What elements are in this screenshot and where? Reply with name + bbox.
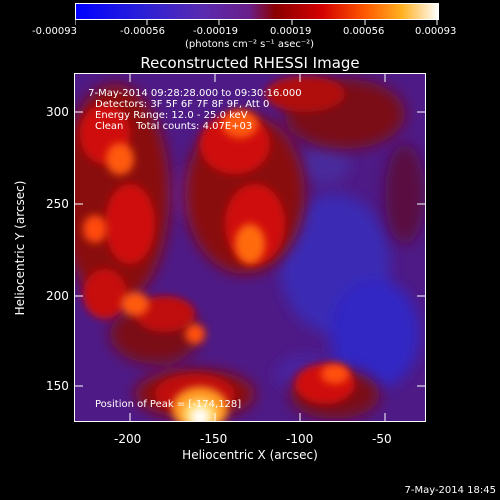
colorbar-tick-label: -0.00056 [120, 26, 165, 37]
y-tick-label: 300 [46, 105, 69, 119]
x-axis-label: Heliocentric X (arcsec) [182, 448, 318, 462]
colorbar-gradient [76, 4, 438, 19]
x-tick-label: -150 [200, 432, 228, 446]
x-tick-label: -100 [286, 432, 314, 446]
y-tick-label: 250 [46, 197, 69, 211]
colorbar-tick-label: -0.00019 [193, 26, 238, 37]
rhessi-heatmap [75, 74, 425, 421]
x-tick-label: -50 [372, 432, 392, 446]
colorbar-tick-label: 0.00093 [415, 26, 457, 37]
rhessi-image [74, 73, 426, 422]
info-line-energy: Energy Range: 12.0 - 25.0 keV [95, 110, 248, 121]
peak-position-label: Position of Peak = [-174,128] [95, 399, 242, 410]
y-tick-label: 200 [46, 289, 69, 303]
info-line-detectors: Detectors: 3F 5F 6F 7F 8F 9F, Att 0 [95, 99, 270, 110]
info-line-clean: Clean Total counts: 4.07E+03 [95, 121, 253, 132]
info-line-time: 7-May-2014 09:28:28.000 to 09:30:16.000 [85, 88, 302, 99]
colorbar-units-label: (photons cm⁻² s⁻¹ asec⁻²) [185, 39, 315, 50]
axis-ticks [74, 73, 426, 422]
plot-title: Reconstructed RHESSI Image [140, 54, 360, 72]
x-tick-label: -200 [114, 432, 142, 446]
colorbar-tick-label: -0.00093 [32, 26, 77, 37]
y-tick-label: 150 [46, 379, 69, 393]
footer-timestamp: 7-May-2014 18:45 [404, 485, 496, 496]
bright-peak [172, 387, 228, 421]
orange-regions [83, 110, 349, 384]
colorbar-ticks [75, 19, 438, 25]
colorbar-tick-label: 0.00019 [270, 26, 312, 37]
colorbar-tick-label: 0.00056 [343, 26, 385, 37]
colorbar [75, 3, 439, 20]
y-axis-label: Heliocentric Y (arcsec) [13, 180, 27, 316]
